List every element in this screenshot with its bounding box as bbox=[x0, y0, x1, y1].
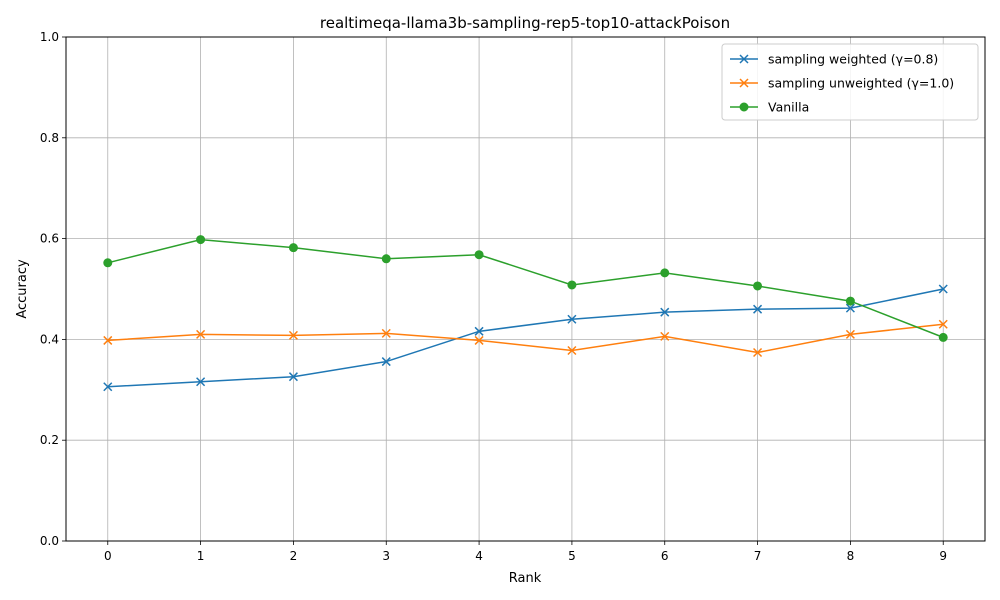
legend-label: Vanilla bbox=[768, 100, 809, 115]
legend-marker bbox=[739, 54, 749, 64]
series-layer bbox=[103, 235, 948, 392]
data-point bbox=[660, 307, 670, 317]
legend: sampling weighted (γ=0.8) sampling unweig… bbox=[721, 43, 979, 121]
x-axis-label: Rank bbox=[509, 571, 542, 586]
data-point bbox=[753, 281, 763, 291]
data-point bbox=[845, 303, 855, 313]
y-tick-label: 0.0 bbox=[40, 534, 59, 548]
x-tick-label: 0 bbox=[104, 549, 112, 563]
data-point bbox=[660, 268, 670, 278]
data-point bbox=[381, 357, 391, 367]
x-tick-label: 1 bbox=[197, 549, 205, 563]
y-tick-label: 1.0 bbox=[40, 30, 59, 44]
data-point bbox=[103, 335, 113, 345]
x-tick-label: 3 bbox=[382, 549, 390, 563]
data-point bbox=[938, 319, 948, 329]
data-point bbox=[288, 372, 298, 382]
x-axis-ticks: 0 1 2 3 4 5 6 7 8 9 bbox=[104, 541, 947, 563]
chart-title: realtimeqa-llama3b-sampling-rep5-top10-a… bbox=[320, 14, 730, 32]
y-tick-label: 0.4 bbox=[40, 332, 59, 346]
legend-marker bbox=[739, 78, 749, 88]
data-point bbox=[288, 330, 298, 340]
legend-label: sampling unweighted (γ=1.0) bbox=[768, 76, 954, 91]
y-tick-label: 0.8 bbox=[40, 131, 59, 145]
data-point bbox=[567, 314, 577, 324]
x-tick-label: 4 bbox=[475, 549, 483, 563]
y-axis-ticks: 0.0 0.2 0.4 0.6 0.8 1.0 bbox=[40, 30, 66, 548]
legend-label: sampling weighted (γ=0.8) bbox=[768, 52, 938, 67]
data-point bbox=[567, 345, 577, 356]
data-point bbox=[474, 250, 484, 260]
legend-item: sampling weighted (γ=0.8) bbox=[730, 52, 938, 67]
data-point bbox=[196, 235, 206, 245]
data-point bbox=[938, 332, 948, 342]
data-point bbox=[103, 382, 113, 392]
y-axis-label: Accuracy bbox=[15, 259, 30, 319]
series-line bbox=[107, 323, 944, 354]
plot-frame bbox=[65, 36, 986, 542]
series-line bbox=[107, 288, 944, 388]
y-tick-label: 0.2 bbox=[40, 433, 59, 447]
data-point bbox=[938, 284, 948, 294]
series-line bbox=[107, 238, 944, 339]
series-1 bbox=[103, 284, 948, 392]
data-point bbox=[845, 296, 855, 306]
legend-item: sampling unweighted (γ=1.0) bbox=[730, 76, 954, 91]
data-point bbox=[660, 331, 670, 341]
data-point bbox=[288, 243, 298, 253]
data-point bbox=[567, 280, 577, 290]
data-point bbox=[381, 328, 391, 338]
x-tick-label: 5 bbox=[568, 549, 576, 563]
legend-box bbox=[721, 43, 979, 121]
x-tick-label: 8 bbox=[847, 549, 855, 563]
data-point bbox=[381, 254, 391, 264]
y-tick-label: 0.6 bbox=[40, 232, 59, 246]
series-3 bbox=[103, 235, 948, 342]
x-tick-label: 6 bbox=[661, 549, 669, 563]
x-tick-label: 2 bbox=[290, 549, 298, 563]
legend-marker bbox=[739, 102, 749, 112]
data-point bbox=[103, 258, 113, 268]
legend-item: Vanilla bbox=[730, 100, 809, 115]
series-2 bbox=[103, 319, 948, 358]
data-point bbox=[196, 377, 206, 387]
data-point bbox=[845, 329, 855, 339]
data-point bbox=[753, 304, 763, 314]
x-tick-label: 7 bbox=[754, 549, 762, 563]
x-tick-label: 9 bbox=[939, 549, 947, 563]
data-point bbox=[753, 347, 763, 358]
data-point bbox=[474, 335, 484, 345]
data-point bbox=[196, 329, 206, 339]
data-point bbox=[474, 326, 484, 336]
